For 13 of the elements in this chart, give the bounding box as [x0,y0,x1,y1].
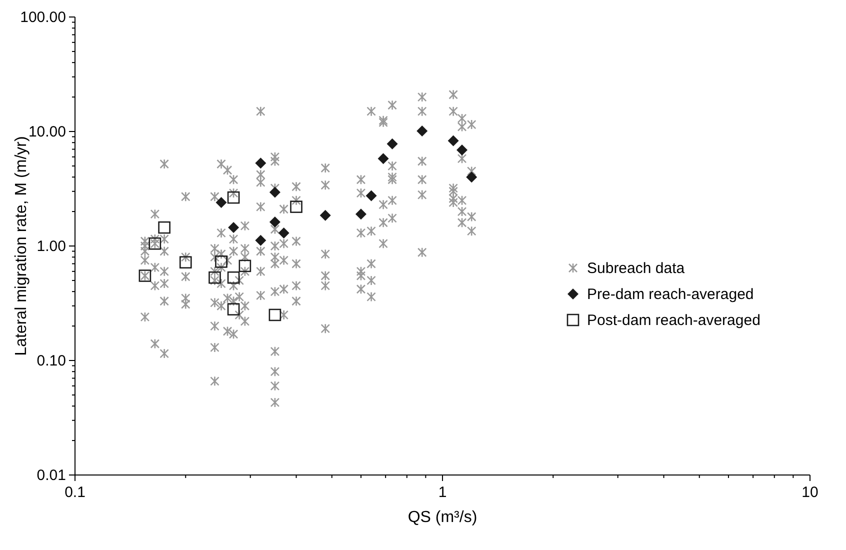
legend-label: Subreach data [587,260,686,277]
y-tick-label: 10.00 [28,124,66,140]
x-tick-label: 10 [802,484,818,501]
x-tick-label: 0.1 [64,484,86,501]
y-tick-label: 1.00 [36,238,66,255]
x-tick-label: 1 [438,484,447,501]
legend-label: Pre-dam reach-averaged [587,286,754,303]
y-tick-label: 0.01 [36,467,66,484]
y-tick-label: 0.10 [36,352,66,370]
x-axis-title: QS (m³/s) [408,509,478,526]
y-axis-title: Lateral migration rate, M (m/yr) [13,136,30,356]
legend-label: Post-dam reach-averaged [587,312,760,329]
y-tick-label: 100.00 [20,9,66,26]
